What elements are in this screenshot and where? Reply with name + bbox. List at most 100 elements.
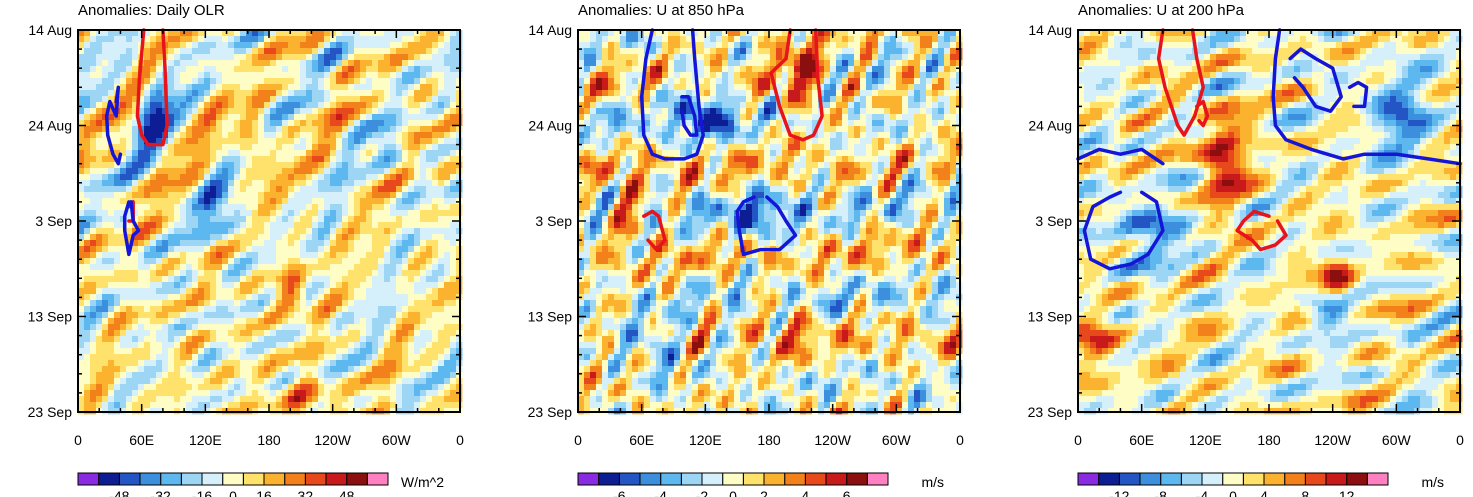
heatmap-cell (680, 42, 687, 49)
heatmap-cell (138, 252, 145, 259)
heatmap-cell (138, 216, 145, 223)
heatmap-cell (390, 102, 397, 109)
heatmap-cell (138, 102, 145, 109)
colorbar-tick-label: 32 (298, 488, 314, 497)
heatmap-cell (216, 402, 223, 409)
heatmap-cell (438, 102, 445, 109)
heatmap-cell (414, 234, 421, 241)
heatmap-cell (264, 324, 271, 331)
heatmap-cell (294, 366, 301, 373)
heatmap-cell (396, 354, 403, 361)
heatmap-cell (372, 48, 379, 55)
heatmap-cell (300, 180, 307, 187)
heatmap-cell (650, 90, 657, 97)
heatmap-cell (246, 72, 253, 79)
heatmap-cell (198, 360, 205, 367)
heatmap-cell (354, 102, 361, 109)
heatmap-cell (282, 276, 289, 283)
heatmap-cell (90, 360, 97, 367)
heatmap-cell (102, 372, 109, 379)
heatmap-cell (144, 270, 151, 277)
heatmap-cell (246, 240, 253, 247)
heatmap-cell (132, 282, 139, 289)
heatmap-cell (438, 36, 445, 43)
panel-u850: Anomalies: U at 850 hPa 14 Aug 24 Aug 3 … (528, 2, 964, 497)
heatmap-cell (228, 150, 235, 157)
heatmap-cell (78, 348, 85, 355)
heatmap-cell (222, 204, 229, 211)
heatmap-cell (884, 78, 891, 85)
heatmap-cell (366, 180, 373, 187)
heatmap-cell (578, 66, 585, 73)
heatmap-cell (108, 66, 115, 73)
heatmap-cell (228, 90, 235, 97)
heatmap-cell (174, 384, 181, 391)
heatmap-cell (584, 102, 591, 109)
heatmap-cell (450, 258, 457, 265)
heatmap-cell (414, 114, 421, 121)
heatmap-cell (390, 174, 397, 181)
heatmap-cell (126, 210, 133, 217)
heatmap-cell (156, 366, 163, 373)
heatmap-cell (84, 72, 91, 79)
heatmap-cell (426, 174, 433, 181)
heatmap-cell (662, 66, 669, 73)
heatmap-cell (294, 264, 301, 271)
heatmap-cell (444, 276, 451, 283)
heatmap-cell (90, 132, 97, 139)
heatmap-cell (426, 258, 433, 265)
heatmap-cell (378, 192, 385, 199)
heatmap-cell (372, 234, 379, 241)
heatmap-cell (348, 342, 355, 349)
heatmap-cell (306, 402, 313, 409)
heatmap-cell (680, 48, 687, 55)
heatmap-cell (938, 60, 945, 67)
heatmap-cell (830, 42, 837, 49)
heatmap-cell (252, 348, 259, 355)
heatmap-cell (426, 96, 433, 103)
heatmap-cell (794, 78, 801, 85)
heatmap-cell (246, 108, 253, 115)
heatmap-cell (752, 48, 759, 55)
heatmap-cell (324, 78, 331, 85)
heatmap-cell (102, 246, 109, 253)
heatmap-cell (84, 342, 91, 349)
heatmap-cell (114, 222, 121, 229)
heatmap-cell (752, 36, 759, 43)
heatmap-cell (300, 120, 307, 127)
heatmap-cell (162, 168, 169, 175)
heatmap-cell (366, 216, 373, 223)
heatmap-cell (432, 42, 439, 49)
heatmap-cell (336, 108, 343, 115)
heatmap-cell (264, 126, 271, 133)
heatmap-cell (150, 168, 157, 175)
heatmap-cell (246, 264, 253, 271)
heatmap-cell (312, 72, 319, 79)
heatmap-cell (204, 132, 211, 139)
heatmap-cell (108, 312, 115, 319)
heatmap-cell (156, 126, 163, 133)
heatmap-cell (860, 66, 867, 73)
heatmap-cell (210, 300, 217, 307)
heatmap-cell (210, 384, 217, 391)
heatmap-cell (78, 108, 85, 115)
heatmap-cell (84, 354, 91, 361)
heatmap-cell (282, 306, 289, 313)
heatmap-cell (174, 90, 181, 97)
heatmap-cell (294, 228, 301, 235)
heatmap-cell (330, 360, 337, 367)
heatmap-cell (234, 288, 241, 295)
heatmap-cell (782, 42, 789, 49)
heatmap-cell (390, 360, 397, 367)
heatmap-cell (168, 366, 175, 373)
heatmap-cell (234, 186, 241, 193)
heatmap-cell (342, 42, 349, 49)
hovmoller-plot (77, 28, 463, 415)
heatmap-cell (444, 132, 451, 139)
heatmap-cell (348, 30, 355, 37)
heatmap-cell (372, 222, 379, 229)
heatmap-cell (108, 228, 115, 235)
heatmap-cell (444, 126, 451, 133)
heatmap-cell (174, 276, 181, 283)
heatmap-cell (830, 102, 837, 109)
